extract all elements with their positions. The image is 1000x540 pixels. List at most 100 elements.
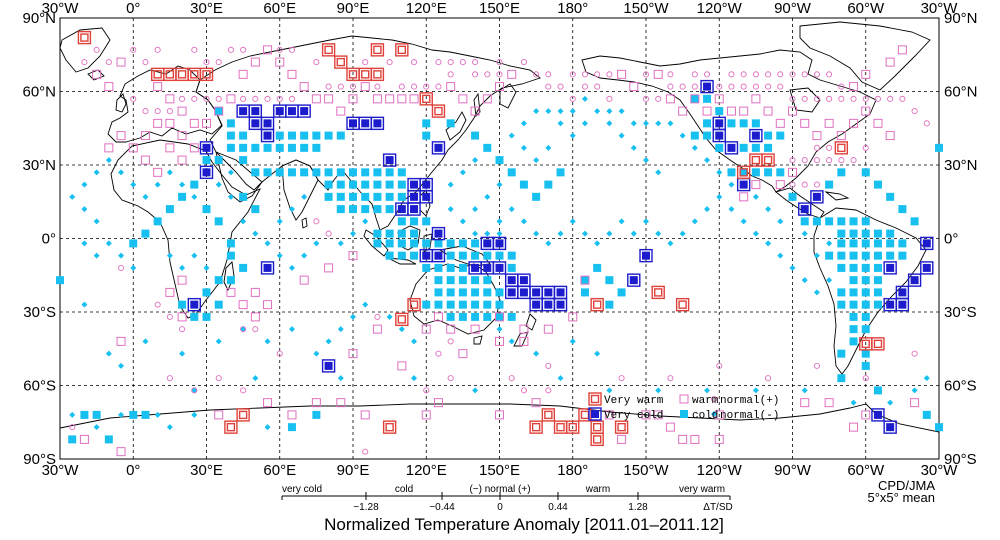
cold-symbol bbox=[275, 168, 284, 177]
normal-plus-symbol bbox=[789, 71, 796, 78]
normal-plus-symbol bbox=[276, 46, 283, 53]
very-cold-symbol bbox=[370, 116, 385, 131]
longitude-tick-label: 150°W bbox=[623, 462, 669, 479]
warm-symbol bbox=[678, 106, 688, 116]
legend-label-cold: cold bbox=[692, 410, 718, 422]
cold-symbol bbox=[837, 239, 846, 248]
very-cold-symbol bbox=[810, 190, 824, 204]
cold-symbol bbox=[104, 435, 113, 444]
cold-symbol bbox=[239, 156, 248, 165]
cold-symbol bbox=[434, 276, 443, 285]
warm-symbol bbox=[873, 118, 883, 128]
normal-minus-symbol bbox=[472, 230, 479, 237]
longitude-tick-label: 30°W bbox=[42, 0, 80, 17]
warm-symbol bbox=[153, 167, 163, 177]
cold-symbol bbox=[519, 180, 528, 189]
normal-minus-symbol bbox=[313, 350, 320, 357]
normal-plus-symbol bbox=[740, 71, 747, 78]
normal-minus-symbol bbox=[533, 350, 540, 357]
normal-minus-symbol bbox=[105, 240, 112, 247]
normal-minus-symbol bbox=[533, 108, 540, 115]
scale-category-very-warm: very warm bbox=[679, 484, 725, 495]
warm-symbol bbox=[275, 57, 285, 67]
warm-symbol bbox=[775, 118, 785, 128]
cold-symbol bbox=[190, 312, 199, 321]
warm-symbol bbox=[679, 394, 689, 404]
cold-symbol bbox=[446, 276, 455, 285]
warm-symbol bbox=[348, 251, 358, 261]
cold-symbol bbox=[92, 410, 101, 419]
normal-minus-symbol bbox=[93, 218, 100, 225]
normal-plus-symbol bbox=[81, 59, 88, 66]
cold-symbol bbox=[471, 239, 480, 248]
normal-plus-symbol bbox=[154, 46, 161, 53]
warm-symbol bbox=[348, 94, 358, 104]
cold-symbol bbox=[226, 131, 235, 140]
normal-minus-symbol bbox=[227, 169, 234, 176]
warm-symbol bbox=[116, 447, 126, 457]
normal-minus-symbol bbox=[716, 169, 723, 176]
normal-minus-symbol bbox=[850, 399, 857, 406]
warm-symbol bbox=[214, 106, 224, 116]
cold-symbol bbox=[226, 239, 235, 248]
normal-minus-symbol bbox=[264, 424, 271, 431]
cold-symbol bbox=[873, 180, 882, 189]
cold-symbol bbox=[861, 288, 870, 297]
longitude-tick-label: 150°W bbox=[623, 0, 669, 17]
normal-minus-symbol bbox=[655, 230, 662, 237]
warm-symbol bbox=[470, 106, 480, 116]
normal-minus-symbol bbox=[191, 387, 198, 394]
warm-symbol bbox=[372, 324, 382, 334]
normal-plus-symbol bbox=[826, 157, 833, 164]
normal-plus-symbol bbox=[813, 362, 820, 369]
cold-symbol bbox=[397, 229, 406, 238]
longitude-labels-top: 30°W 0° 30°E 60°E 90°E 120°E 150°E 180° 150°W 120… bbox=[42, 0, 959, 17]
cold-symbol bbox=[202, 312, 211, 321]
very-cold-symbol bbox=[407, 202, 421, 216]
cold-symbol bbox=[226, 276, 235, 285]
normal-plus-symbol bbox=[447, 338, 454, 345]
cold-symbol bbox=[898, 251, 907, 260]
longitude-tick-label: 60°E bbox=[263, 0, 296, 17]
warm-symbol bbox=[470, 324, 480, 334]
cold-symbol bbox=[373, 180, 382, 189]
normal-minus-symbol bbox=[105, 350, 112, 357]
longitude-tick-label: 30°E bbox=[190, 0, 223, 17]
very-cold-symbol bbox=[883, 420, 897, 434]
warm-symbol bbox=[507, 69, 517, 79]
warm-symbol bbox=[580, 275, 590, 285]
legend-label-warm: warm bbox=[692, 395, 719, 407]
normal-plus-symbol bbox=[813, 71, 820, 78]
anomaly-symbols bbox=[56, 30, 943, 457]
cold-symbol bbox=[446, 239, 455, 248]
cold-symbol bbox=[324, 131, 333, 140]
normal-minus-symbol bbox=[728, 206, 735, 213]
cold-symbol bbox=[324, 180, 333, 189]
cold-symbol bbox=[153, 217, 162, 226]
cold-symbol bbox=[764, 143, 773, 152]
cold-symbol bbox=[214, 107, 223, 116]
cold-symbol bbox=[776, 168, 785, 177]
cold-symbol bbox=[410, 239, 419, 248]
cold-symbol bbox=[410, 251, 419, 260]
cold-symbol bbox=[849, 229, 858, 238]
normal-plus-symbol bbox=[545, 71, 552, 78]
cold-symbol bbox=[812, 217, 821, 226]
warm-symbol bbox=[617, 434, 627, 444]
warm-symbol bbox=[800, 118, 810, 128]
warm-symbol bbox=[238, 69, 248, 79]
cold-symbol bbox=[483, 288, 492, 297]
warm-symbol bbox=[690, 434, 700, 444]
normal-plus-symbol bbox=[93, 46, 100, 53]
cold-symbol bbox=[837, 288, 846, 297]
normal-minus-symbol bbox=[472, 157, 479, 164]
warm-symbol bbox=[495, 336, 504, 346]
cold-symbol bbox=[373, 229, 382, 238]
cold-symbol bbox=[361, 192, 370, 201]
normal-minus-symbol bbox=[594, 108, 601, 115]
cold-symbol bbox=[422, 119, 431, 128]
normal-plus-symbol bbox=[105, 59, 112, 66]
warm-symbol bbox=[531, 398, 541, 408]
very-cold-symbol bbox=[492, 236, 507, 251]
normal-minus-symbol bbox=[618, 108, 625, 115]
